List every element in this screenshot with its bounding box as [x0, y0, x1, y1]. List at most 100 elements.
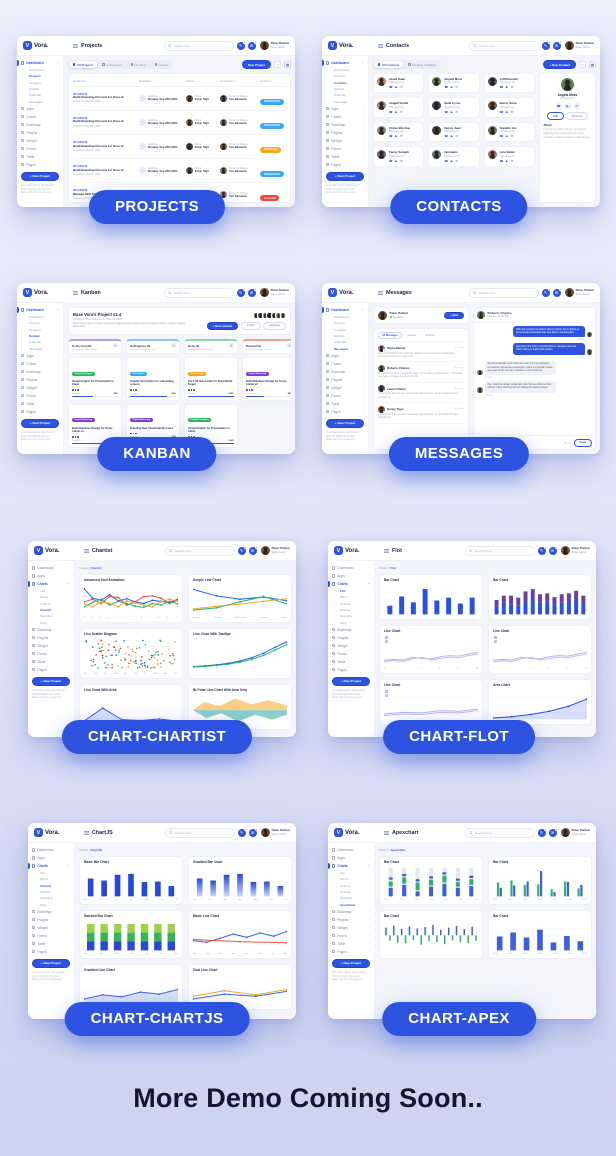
sidebar-item-table[interactable]: Table › [328, 940, 374, 948]
mail-icon[interactable]: ✉ [400, 109, 403, 114]
attach-icon[interactable]: ✎ [564, 440, 567, 445]
phone-icon[interactable]: ☎ [389, 158, 393, 163]
sidebar-item-bootstrap[interactable]: Bootstrap › [17, 368, 63, 376]
sidebar-subitem-messages[interactable]: Messages [334, 346, 349, 351]
sidebar-subitem-kanban[interactable]: Kanban [334, 87, 345, 92]
sidebar-item-table[interactable]: Table › [28, 658, 74, 666]
mail-icon[interactable]: ✉ [455, 85, 458, 90]
sidebar-item-widget[interactable]: Widget › [17, 384, 63, 392]
sidebar-item-charts[interactable]: Charts ⌄ [328, 862, 374, 870]
mail-icon[interactable]: ✉ [573, 103, 580, 110]
column-header-action[interactable]: Action ↕ [260, 79, 271, 83]
breadcrumb-root[interactable]: Charts / [79, 566, 91, 570]
sidebar-item-pages[interactable]: Pages › [322, 161, 368, 169]
phone-icon[interactable]: ☎ [499, 109, 504, 114]
sidebar-item-table[interactable]: Table › [17, 153, 63, 161]
sidebar-subitem-sparkline[interactable]: Sparkline [40, 896, 53, 901]
sidebar-subitem-dashboard[interactable]: Dashboard [334, 315, 349, 320]
remove-button[interactable]: Remove [565, 112, 588, 121]
demo-label-chart-flot[interactable]: CHART-FLOT [383, 720, 535, 754]
sidebar-subitem-dashboard[interactable]: Dashboard [29, 315, 44, 320]
sidebar-item-forms[interactable]: Forms › [17, 145, 63, 153]
new-contact-button[interactable]: + New Contact [543, 60, 576, 69]
video-icon[interactable]: ▶ [505, 134, 509, 139]
sidebar-subitem-chartist[interactable]: Chartist [40, 890, 51, 895]
user-menu[interactable]: Peter Parkur Super Admin [564, 288, 594, 297]
phone-icon[interactable]: ☎ [444, 134, 449, 139]
tab-archived[interactable]: Archived [425, 334, 435, 337]
sidebar-item-apps[interactable]: Apps › [17, 105, 63, 113]
search-input[interactable]: Search here.. [163, 40, 234, 51]
new-project-button[interactable]: + New Project [326, 418, 364, 428]
emoji-icon[interactable]: ☺ [568, 440, 572, 445]
sidebar-subitem-calendar[interactable]: Calendar [29, 93, 42, 98]
compose-icon[interactable]: ✎ [541, 40, 552, 50]
video-icon[interactable]: ▶ [505, 85, 509, 90]
phone-icon[interactable]: ☎ [444, 109, 449, 114]
inbox-icon[interactable]: ✉ [247, 287, 258, 297]
menu-toggle-icon[interactable] [384, 830, 389, 835]
sidebar-subitem-sparkline[interactable]: Sparkline [40, 614, 53, 619]
new-project-button[interactable]: + New Project [21, 418, 59, 428]
private-button[interactable]: ● Private [263, 321, 286, 330]
search-input[interactable]: Search here.. [163, 287, 234, 298]
thread-item[interactable]: Roberto Charles 4 hrs ago Hey, check the d… [378, 362, 464, 383]
contact-card[interactable]: Abigail Schull Highspeed Inc ☎ ▶ ✉ [373, 97, 425, 118]
sidebar-item-bootstrap[interactable]: Bootstrap › [322, 368, 368, 376]
compose-icon[interactable]: ✎ [237, 545, 248, 555]
sidebar-subitem-flot[interactable]: Flot [340, 871, 346, 876]
table-row[interactable]: #PJ-000441 Build Branding Persona for iFr… [73, 87, 286, 111]
inbox-icon[interactable]: ✉ [248, 545, 259, 555]
demo-label-chart-apex[interactable]: CHART-APEX [382, 1002, 536, 1036]
sidebar-item-apps[interactable]: Apps › [328, 572, 374, 580]
row-more-icon[interactable]: ⋮ [281, 95, 286, 101]
table-row[interactable]: #PJ-000442 Build Branding Persona for iFr… [73, 111, 286, 135]
contact-card[interactable]: Franklin Clo Highspeed Inc ☎ ▶ ✉ [483, 121, 535, 143]
new-message-button[interactable]: + New [444, 312, 464, 319]
sidebar-item-widget[interactable]: Widget › [28, 642, 74, 650]
sidebar-item-pages[interactable]: Pages › [17, 161, 63, 169]
sidebar-item-charts[interactable]: Charts › [322, 113, 368, 121]
inbox-icon[interactable]: ✉ [552, 287, 563, 297]
sidebar-subitem-chartjs[interactable]: ChartJs [340, 883, 351, 888]
new-project-button[interactable]: + New Project [21, 171, 59, 181]
sidebar-item-dashboard[interactable]: Dashboard ⌄ [322, 59, 368, 67]
table-row[interactable]: #PJ-000444 Build Branding Persona for iFr… [73, 159, 286, 184]
compose-icon[interactable]: ✎ [537, 545, 548, 555]
video-icon[interactable]: ▶ [450, 134, 453, 139]
new-project-button[interactable]: + New Project [332, 676, 370, 686]
list-view-icon[interactable]: ≡ [579, 61, 586, 68]
mail-icon[interactable]: ✉ [455, 134, 458, 139]
sidebar-item-table[interactable]: Table › [322, 400, 368, 408]
mail-icon[interactable]: ✉ [510, 158, 514, 163]
sidebar-item-forms[interactable]: Forms › [328, 650, 374, 658]
sidebar-item-forms[interactable]: Forms › [17, 392, 63, 400]
sidebar-item-dashboard[interactable]: Dashboard › [328, 564, 374, 572]
inbox-icon[interactable]: ✉ [248, 827, 259, 837]
menu-toggle-icon[interactable] [73, 290, 78, 295]
search-input[interactable]: Search here.. [464, 827, 535, 838]
sidebar-item-charts[interactable]: Charts ⌄ [28, 580, 74, 588]
sidebar-item-widget[interactable]: Widget › [328, 924, 374, 932]
sidebar-subitem-kanban[interactable]: Kanban [29, 334, 41, 339]
sidebar-item-charts[interactable]: Charts ⌄ [328, 580, 374, 588]
sidebar-item-bootstrap[interactable]: Bootstrap › [328, 908, 374, 916]
kanban-card[interactable]: Digital Marketing Build Database Design f… [242, 357, 291, 401]
contact-card[interactable]: Chiraz Binshup Highspeed Inc ☎ ▶ ✉ [373, 121, 425, 143]
sidebar-item-dashboard[interactable]: Dashboard › [28, 564, 74, 572]
contact-card[interactable]: Benny Sinra Highspeed Inc ☎ ▶ ✉ [483, 97, 535, 118]
row-more-icon[interactable]: ⋮ [281, 143, 286, 149]
sidebar-item-widget[interactable]: Widget › [17, 137, 63, 145]
sidebar-item-bootstrap[interactable]: Bootstrap › [328, 626, 374, 634]
sidebar-subitem-messages[interactable]: Messages [29, 99, 43, 104]
sidebar-subitem-projects[interactable]: Projects [334, 321, 345, 326]
tab-pending[interactable]: Pending [127, 61, 150, 68]
contact-card[interactable]: Abdul Kaan Highspeed Inc ☎ ▶ ✉ [373, 73, 425, 94]
tab-all-contacts[interactable]: All Contacts [374, 61, 404, 68]
thread-item[interactable]: Olivia Ratnay 4 hrs ago Sed ut perspiciati… [378, 342, 464, 363]
column-header-client[interactable]: Client ↕ [185, 79, 196, 83]
sidebar-subitem-chartist[interactable]: Chartist [40, 608, 52, 613]
phone-icon[interactable]: ☎ [499, 158, 504, 163]
mail-icon[interactable]: ✉ [455, 158, 458, 163]
video-icon[interactable]: ▶ [450, 158, 453, 163]
